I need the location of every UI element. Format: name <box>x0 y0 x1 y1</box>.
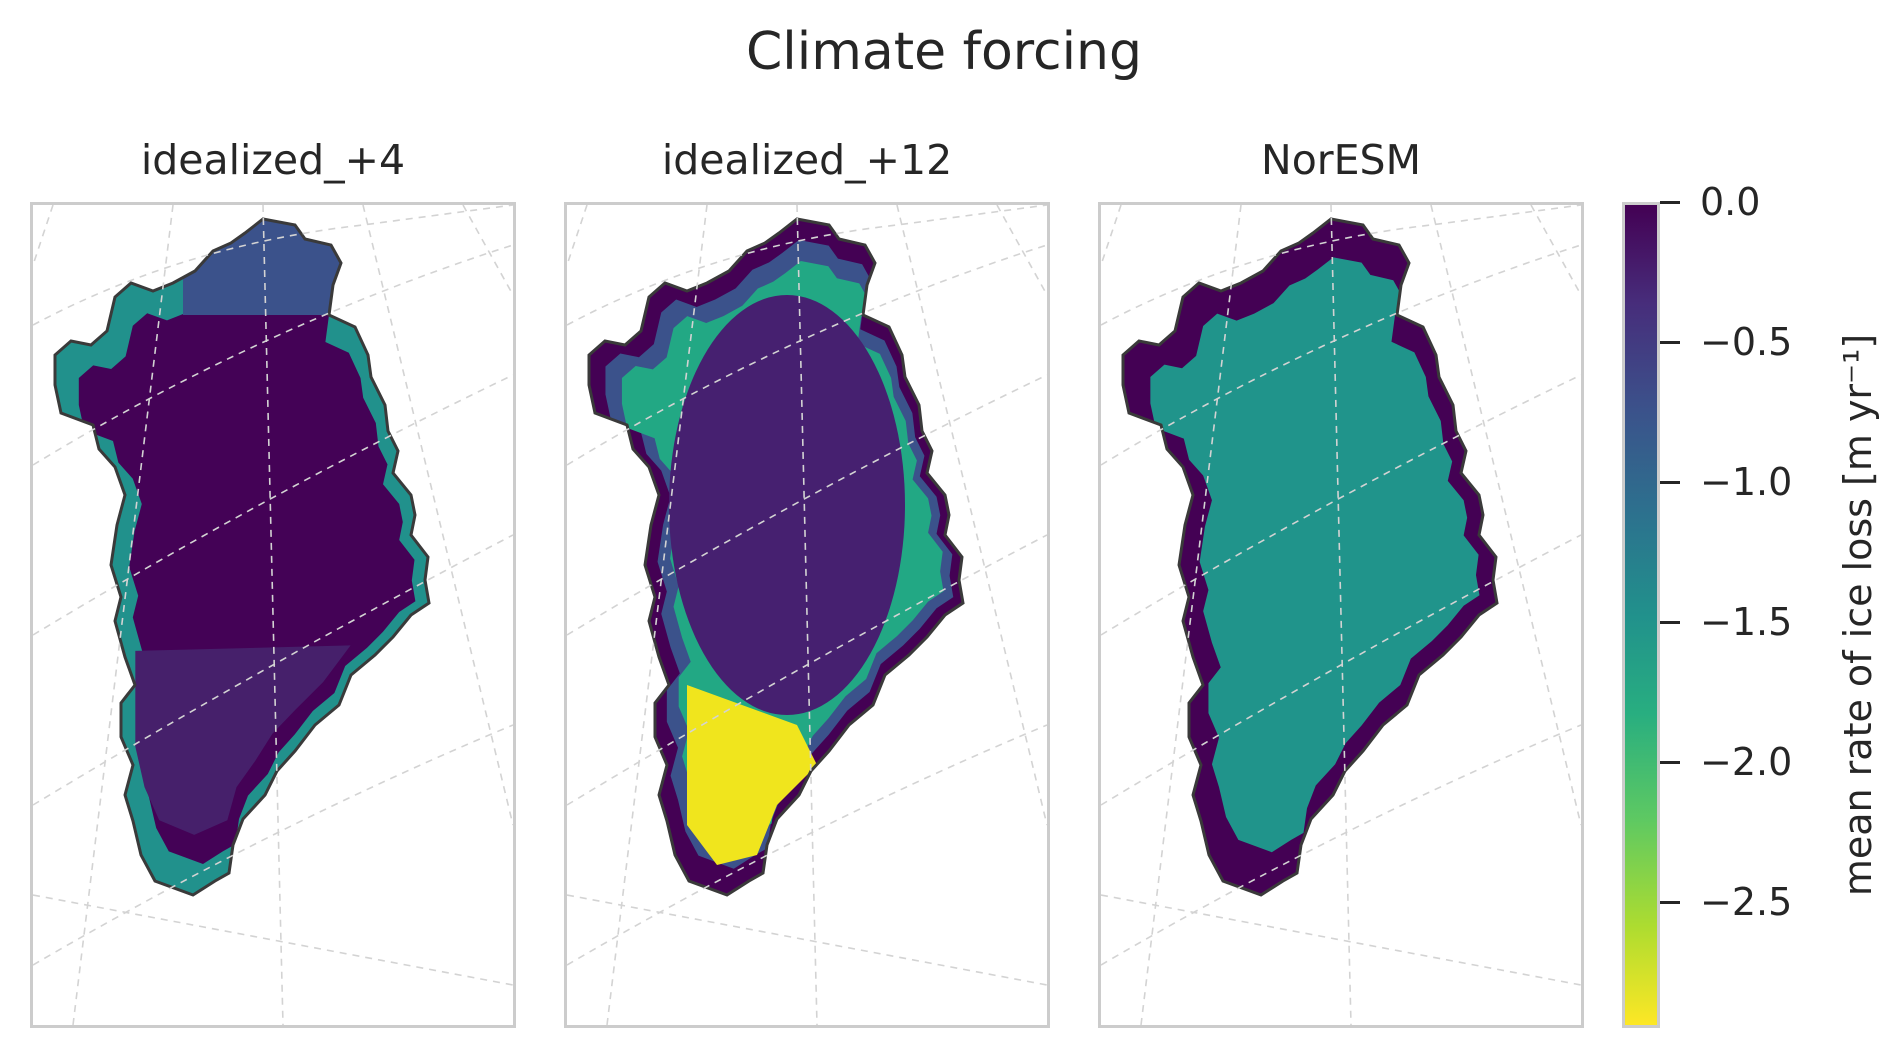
graticule <box>567 205 1047 1025</box>
graticule-line <box>1101 894 1581 986</box>
colorbar-tick-label: −2.0 <box>1700 740 1793 784</box>
colorbar-tick-label: −1.5 <box>1700 600 1793 644</box>
colorbar <box>1622 202 1660 1028</box>
map-panel-idealized-12 <box>564 202 1050 1028</box>
graticule-line <box>262 205 284 1025</box>
graticule-line <box>462 205 513 296</box>
panel-title-noresm: NorESM <box>1261 136 1421 184</box>
ice-south <box>135 645 351 835</box>
graticule-line <box>33 534 513 806</box>
graticule-line <box>362 205 513 826</box>
ice-interior-group <box>589 219 963 895</box>
colorbar-tick-label: 0.0 <box>1700 180 1761 224</box>
graticule-line <box>896 205 1047 826</box>
map-svg-noresm <box>1101 205 1581 1025</box>
ice-interior-group <box>1150 257 1480 853</box>
graticule-line <box>1330 205 1352 1025</box>
graticule-line <box>33 205 513 326</box>
panel-title-idealized-12: idealized_+12 <box>661 136 953 184</box>
coastline <box>53 217 431 897</box>
ice-interior <box>669 295 905 715</box>
panel-title-idealized-4: idealized_+4 <box>140 136 406 184</box>
ice-south-max <box>687 685 817 865</box>
graticule-line <box>1430 205 1581 826</box>
colorbar-tick <box>1660 900 1680 904</box>
graticule-line <box>33 244 513 466</box>
graticule <box>1101 205 1581 1025</box>
colorbar-tick <box>1660 200 1680 204</box>
map-panel-idealized-4 <box>30 202 516 1028</box>
graticule-line <box>1101 534 1581 806</box>
graticule-line <box>1101 374 1581 636</box>
graticule-line <box>796 205 818 1025</box>
graticule-line <box>567 205 588 266</box>
graticule-line <box>567 244 1047 466</box>
figure-title: Climate forcing <box>746 22 1142 82</box>
colorbar-tick <box>1660 340 1680 344</box>
colorbar-tick <box>1660 620 1680 624</box>
graticule-line <box>567 534 1047 806</box>
graticule-line <box>1530 205 1581 296</box>
graticule-line <box>567 894 1047 986</box>
graticule-line <box>1101 244 1581 466</box>
colorbar-tick-label: −0.5 <box>1700 320 1793 364</box>
colorbar-label: mean rate of ice loss [m yr⁻¹] <box>1836 333 1880 897</box>
graticule-line <box>567 374 1047 636</box>
map-panel-noresm <box>1098 202 1584 1028</box>
coastline <box>1121 217 1499 897</box>
graticule-line <box>33 374 513 636</box>
graticule-line <box>33 205 54 266</box>
graticule-line <box>1101 205 1122 266</box>
graticule-line <box>567 205 1047 326</box>
coastline <box>587 217 965 897</box>
ice-interior <box>1150 257 1480 853</box>
graticule-line <box>996 205 1047 296</box>
colorbar-tick <box>1660 480 1680 484</box>
map-svg-idealized-4 <box>33 205 513 1025</box>
graticule-line <box>33 894 513 986</box>
colorbar-tick <box>1660 760 1680 764</box>
colorbar-tick-label: −1.0 <box>1700 460 1793 504</box>
map-svg-idealized-12 <box>567 205 1047 1025</box>
colorbar-tick-label: −2.5 <box>1700 880 1793 924</box>
graticule <box>33 205 513 1025</box>
graticule-line <box>1101 205 1581 326</box>
